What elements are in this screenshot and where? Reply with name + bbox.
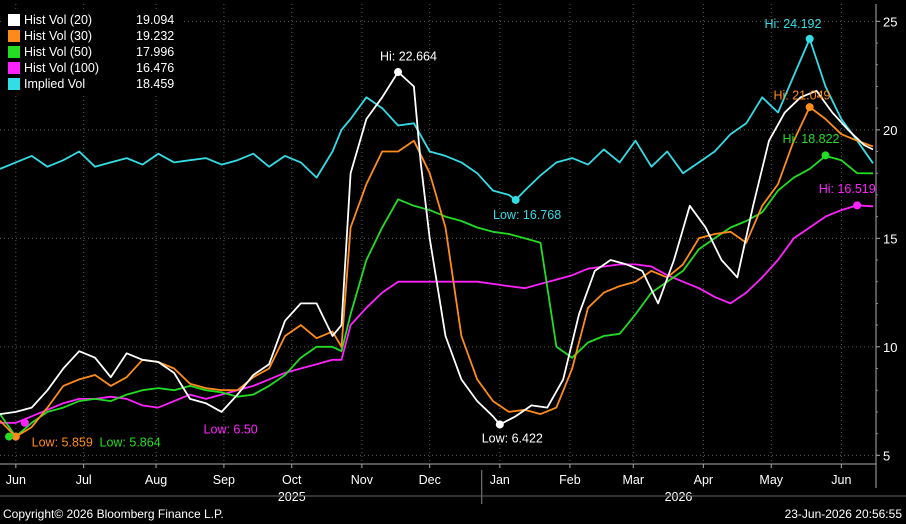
legend-value: 16.476 xyxy=(136,61,175,75)
x-tick-label: Sep xyxy=(213,473,235,487)
legend: Hist Vol (20) 19.094 Hist Vol (30) 19.23… xyxy=(4,10,184,94)
copyright-text: Copyright© 2026 Bloomberg Finance L.P. xyxy=(3,507,224,521)
annotation-marker xyxy=(495,420,504,429)
series-line-hist-vol-20- xyxy=(0,71,874,426)
y-tick-label: 10 xyxy=(883,340,897,355)
x-tick-label: Aug xyxy=(145,473,167,487)
legend-swatch xyxy=(8,78,20,90)
annotation-marker xyxy=(805,103,814,112)
x-tick-label: Jul xyxy=(76,473,92,487)
legend-item-hv20: Hist Vol (20) 19.094 xyxy=(8,12,180,28)
annotation-label: Low: 5.864 xyxy=(100,436,161,450)
x-tick-label: Jun xyxy=(831,473,851,487)
x-tick-label: Feb xyxy=(559,473,581,487)
x-tick-label: Mar xyxy=(622,473,644,487)
legend-item-hv30: Hist Vol (30) 19.232 xyxy=(8,28,180,44)
series-line-hist-vol-30- xyxy=(0,106,874,438)
series-line-hist-vol-100- xyxy=(0,204,874,424)
legend-swatch xyxy=(8,46,20,58)
series-lines xyxy=(0,38,874,438)
legend-label: Hist Vol (100) xyxy=(24,61,100,75)
annotation-marker xyxy=(853,201,862,210)
annotation-marker xyxy=(5,432,14,441)
x-tick-label: Dec xyxy=(419,473,441,487)
legend-label: Implied Vol xyxy=(24,77,86,91)
annotation-marker xyxy=(805,34,814,43)
annotation-marker xyxy=(821,151,830,160)
x-tick-label: Jan xyxy=(490,473,510,487)
legend-value: 18.459 xyxy=(136,77,175,91)
x-tick-label: Nov xyxy=(351,473,374,487)
y-tick-label: 15 xyxy=(883,231,897,246)
annotation-label: Hi: 24.192 xyxy=(764,17,821,31)
year-label: 2025 xyxy=(278,490,306,504)
annotation-label: Low: 16.768 xyxy=(493,208,561,222)
annotation-marker xyxy=(511,195,520,204)
year-label: 2026 xyxy=(665,490,693,504)
annotation-label: Low: 5.859 xyxy=(32,436,93,450)
annotation-marker xyxy=(11,432,20,441)
annotation-marker xyxy=(20,418,29,427)
annotation-label: Hi: 16.519 xyxy=(819,182,876,196)
annotation-label: Hi: 22.664 xyxy=(380,49,437,63)
annotation-label: Hi: 21.049 xyxy=(773,88,830,102)
legend-label: Hist Vol (30) xyxy=(24,29,93,43)
legend-swatch xyxy=(8,14,20,26)
x-tick-label: May xyxy=(759,473,783,487)
legend-swatch xyxy=(8,30,20,42)
legend-value: 19.232 xyxy=(136,29,175,43)
annotation-label: Hi: 18.822 xyxy=(783,132,840,146)
y-tick-label: 5 xyxy=(883,448,890,463)
legend-swatch xyxy=(8,62,20,74)
series-line-hist-vol-50- xyxy=(0,155,874,438)
legend-item-implied: Implied Vol 18.459 xyxy=(8,76,180,92)
annotation-label: Low: 6.50 xyxy=(204,423,258,437)
annotation-label: Low: 6.422 xyxy=(482,431,543,445)
legend-value: 19.094 xyxy=(136,13,175,27)
timestamp-text: 23-Jun-2026 20:56:55 xyxy=(784,507,902,521)
x-tick-label: Jun xyxy=(6,473,26,487)
legend-label: Hist Vol (20) xyxy=(24,13,93,27)
x-tick-label: Apr xyxy=(694,473,713,487)
legend-value: 17.996 xyxy=(136,45,175,59)
legend-item-hv50: Hist Vol (50) 17.996 xyxy=(8,44,180,60)
y-tick-label: 25 xyxy=(883,14,897,29)
annotations: Hi: 22.664 Low: 6.422 Hi: 24.192 Low: 16.76… xyxy=(5,17,876,450)
x-tick-label: Oct xyxy=(282,473,302,487)
legend-item-hv100: Hist Vol (100) 16.476 xyxy=(8,60,180,76)
legend-label: Hist Vol (50) xyxy=(24,45,93,59)
annotation-marker xyxy=(394,68,403,77)
y-tick-label: 20 xyxy=(883,123,897,138)
series-line-implied-vol xyxy=(0,38,874,201)
